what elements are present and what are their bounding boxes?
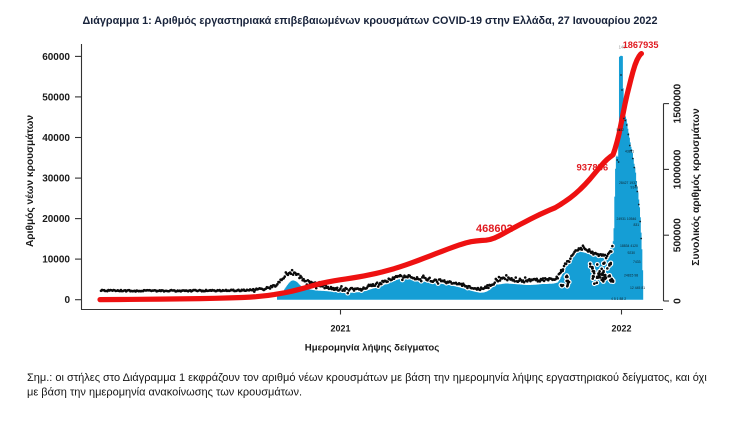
svg-text:40000: 40000 — [42, 133, 70, 144]
svg-text:με βάση την ημερομηνία ανακοίν: με βάση την ημερομηνία ανακοίνωσης των κ… — [27, 386, 302, 398]
svg-text:20000: 20000 — [42, 214, 70, 225]
svg-text:Αριθμός νέων κρουσμάτων: Αριθμός νέων κρουσμάτων — [25, 115, 36, 247]
svg-text:50000: 50000 — [42, 92, 70, 103]
svg-text:9230: 9230 — [628, 251, 636, 255]
svg-text:2021: 2021 — [330, 324, 350, 334]
svg-text:0: 0 — [64, 295, 70, 306]
svg-text:10000: 10000 — [42, 255, 70, 266]
svg-text:24815 98: 24815 98 — [624, 274, 638, 278]
svg-text:Σημ.: οι στήλες στο Διάγραμμα: Σημ.: οι στήλες στο Διάγραμμα 1 εκφράζου… — [27, 372, 707, 384]
svg-text:7433: 7433 — [633, 260, 641, 264]
svg-text:18834 4120: 18834 4120 — [620, 244, 638, 248]
svg-text:500000: 500000 — [673, 218, 684, 252]
svg-text:60000: 60000 — [42, 52, 70, 63]
svg-text:148: 148 — [619, 45, 627, 50]
svg-text:12 445 81: 12 445 81 — [630, 286, 645, 290]
svg-text:Διάγραμμα 1: Αριθμός εργαστηρι: Διάγραμμα 1: Αριθμός εργαστηριακά επιβεβ… — [83, 15, 658, 27]
svg-text:2022: 2022 — [611, 324, 631, 334]
svg-text:Συνολικός αριθμός κρουσμάτων: Συνολικός αριθμός κρουσμάτων — [691, 108, 702, 266]
svg-text:937856: 937856 — [577, 163, 609, 174]
svg-text:30000: 30000 — [42, 174, 70, 185]
svg-text:Ημερομηνία λήψης δείγματος: Ημερομηνία λήψης δείγματος — [305, 343, 439, 354]
svg-text:831: 831 — [634, 223, 640, 227]
svg-text:1000000: 1000000 — [673, 149, 684, 189]
svg-text:0: 0 — [673, 298, 684, 304]
svg-text:5432: 5432 — [617, 128, 625, 132]
svg-text:9140: 9140 — [631, 186, 639, 190]
svg-text:24931 10546: 24931 10546 — [617, 217, 637, 221]
svg-text:43811: 43811 — [625, 150, 634, 154]
svg-text:1867935: 1867935 — [623, 40, 659, 50]
svg-text:4 5 1 88 2: 4 5 1 88 2 — [611, 297, 626, 301]
svg-text:28427 1937: 28427 1937 — [619, 181, 637, 185]
svg-text:1500000: 1500000 — [673, 83, 684, 123]
